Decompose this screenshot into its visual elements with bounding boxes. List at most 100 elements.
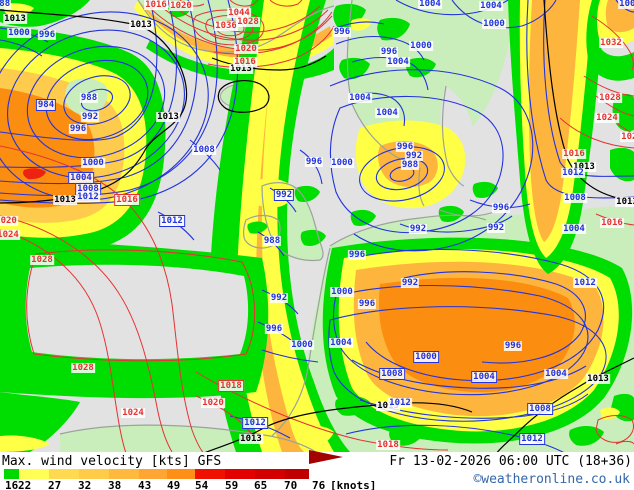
scale-segment — [225, 469, 255, 479]
scale-segment — [79, 469, 109, 479]
pressure-label: 996 — [332, 27, 352, 37]
pressure-label: 1020 — [234, 44, 258, 54]
pressure-label: 988 — [400, 160, 420, 170]
pressure-label: 992 — [404, 151, 424, 161]
pressure-label: 1020 — [0, 216, 18, 226]
pressure-label: 1024 — [121, 408, 145, 418]
pressure-label: 1004 — [479, 1, 503, 11]
pressure-label: 996 — [304, 157, 324, 167]
coast-spain — [59, 424, 317, 452]
map-title: Max. wind velocity [kts] GFS — [2, 454, 222, 469]
wind-yellow-corner — [3, 3, 34, 17]
scale-tick: 49 — [167, 479, 181, 490]
wind-orange-front-band — [255, 60, 304, 452]
scale-segment — [4, 469, 19, 479]
pressure-label: 988 — [262, 236, 282, 246]
scale-tick: 59 — [225, 479, 239, 490]
scale-segment — [109, 469, 139, 479]
pressure-label: 1012 — [573, 278, 597, 288]
scale-segment — [49, 469, 79, 479]
pressure-label: 1020 — [201, 398, 225, 408]
pressure-label: 996 — [503, 341, 523, 351]
pressure-label: 1018 — [376, 440, 400, 450]
pressure-label: 1013 — [129, 20, 153, 30]
coast-greenland — [137, 0, 335, 53]
pressure-label: 1004 — [562, 224, 586, 234]
pressure-label: 1000 — [409, 41, 433, 51]
pressure-label: 996 — [395, 142, 415, 152]
pressure-label: 1000 — [290, 340, 314, 350]
calm-grey-hole — [25, 264, 249, 360]
pressure-label: 1004 — [386, 57, 410, 67]
scale-segment — [195, 469, 225, 479]
pressure-label: 1028 — [71, 363, 95, 373]
pressure-label: 988 — [0, 0, 12, 9]
footer-bar: Max. wind velocity [kts] GFS Fr 13-02-20… — [0, 450, 634, 490]
pressure-label: 1016 — [114, 194, 140, 206]
wind-yellow-greenland-band — [134, 0, 334, 68]
pressure-label: 1000 — [7, 28, 31, 38]
pressure-label: 1013 — [156, 112, 180, 122]
pressure-label: 1028 — [30, 255, 54, 265]
pressure-label: 1013 — [572, 162, 596, 172]
pressure-label: 1013 — [586, 374, 610, 384]
pressure-label: 1004 — [471, 371, 497, 383]
scale-tick: 27 — [48, 479, 62, 490]
pressure-label: 1013 — [229, 64, 253, 74]
scale-tick: 70 — [284, 479, 298, 490]
wind-green-ireland — [247, 221, 268, 234]
pressure-label: 1013 — [3, 14, 27, 24]
pressure-label: 1012 — [159, 215, 185, 227]
pressure-label: 1012 — [561, 168, 585, 178]
pressure-label: 992 — [269, 293, 289, 303]
pressure-label: 1032 — [599, 38, 623, 48]
pressure-label: 1016 — [233, 57, 257, 67]
pressure-label: 984 — [35, 99, 57, 111]
pressure-label: 1020 — [169, 1, 193, 11]
pressure-label: 1004 — [418, 0, 442, 9]
pressure-label: 996 — [379, 47, 399, 57]
wind-green-east-edge2 — [610, 147, 634, 182]
scale-tick: 32 — [78, 479, 92, 490]
scale-tick: 22 — [18, 479, 32, 490]
pressure-label: 1000 — [482, 19, 506, 29]
wind-yellow-france — [299, 426, 334, 446]
pressure-label: 1036 — [214, 21, 238, 31]
pressure-label: 992 — [400, 278, 420, 288]
wind-green-norway2 — [377, 17, 410, 41]
pressure-label: 1044 — [227, 8, 251, 18]
pressure-label: 1000 — [618, 0, 634, 9]
copyright-link[interactable]: ©weatheronline.co.uk — [473, 472, 630, 487]
wind-yellow-norway — [350, 18, 372, 31]
pressure-label: 1012 — [388, 398, 412, 408]
pressure-label: 996 — [264, 324, 284, 334]
pressure-label: 992 — [273, 189, 295, 201]
wind-green-ne-fringe — [586, 0, 634, 81]
pressure-label: 1004 — [348, 93, 372, 103]
wind-speed-scale — [4, 469, 309, 479]
pressure-label: 1004 — [375, 108, 399, 118]
scale-tick: 16 — [5, 479, 19, 490]
pressure-label: 992 — [408, 224, 428, 234]
pressure-label: 996 — [357, 299, 377, 309]
pressure-label: 992 — [80, 112, 100, 122]
pressure-label: 996 — [37, 30, 57, 40]
scale-tick: 54 — [195, 479, 209, 490]
pressure-label: 1018 — [218, 380, 244, 392]
pressure-label: 1013 — [615, 197, 634, 207]
scale-arrow — [309, 450, 343, 464]
scale-tick: [knots] — [330, 479, 377, 490]
pressure-label: 1000 — [330, 287, 354, 297]
pressure-label: 1012 — [242, 417, 268, 429]
scale-tick: 43 — [138, 479, 152, 490]
wind-deep-orange-europe-core — [379, 277, 575, 393]
wind-green-france1 — [335, 396, 370, 416]
pressure-label: 996 — [491, 203, 511, 213]
coast-baltic — [441, 85, 465, 187]
scale-segment — [167, 469, 195, 479]
pressure-label: 1024 — [0, 230, 20, 240]
pressure-label: 1028 — [598, 93, 622, 103]
wind-yellow-med — [600, 407, 620, 420]
pressure-label: 1000 — [330, 158, 354, 168]
